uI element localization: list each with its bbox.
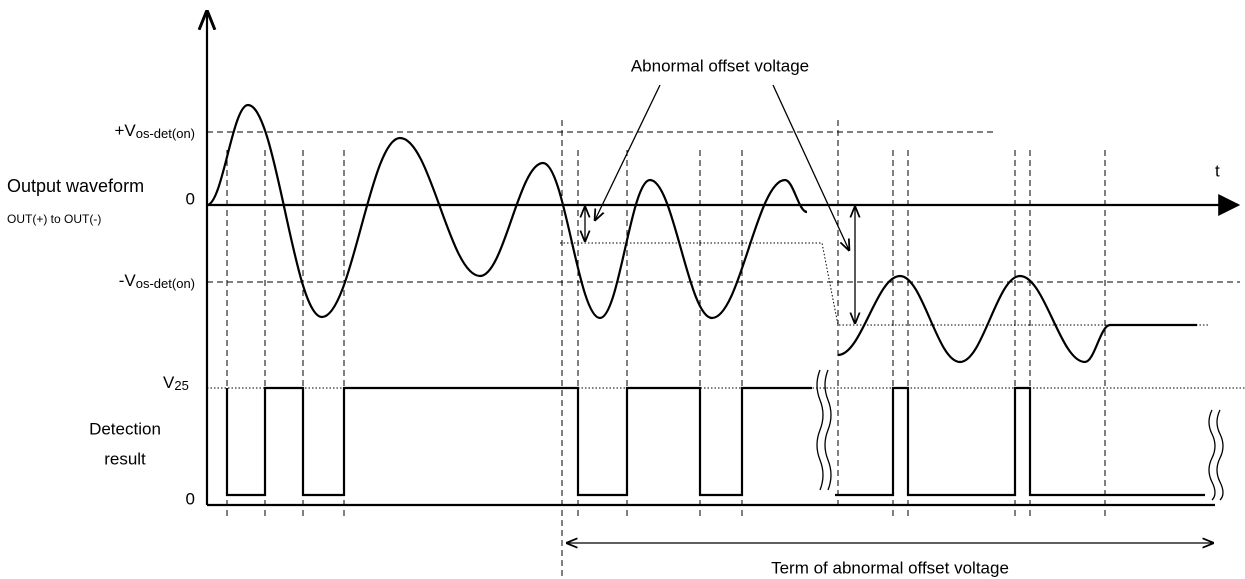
detection-title: result bbox=[104, 449, 146, 468]
v25-label: V25 bbox=[163, 373, 189, 393]
detection-title: Detection bbox=[89, 419, 161, 438]
guides bbox=[207, 120, 1245, 577]
pos-threshold-label: +Vos-det(on) bbox=[114, 121, 195, 141]
output-subtitle: OUT(+) to OUT(-) bbox=[7, 212, 101, 226]
detection-pulse bbox=[225, 386, 812, 497]
arrows bbox=[567, 84, 1213, 543]
output-title: Output waveform bbox=[7, 176, 144, 196]
output-waveform-offset bbox=[837, 274, 1197, 364]
abnormal-annotation: Abnormal offset voltage bbox=[631, 56, 809, 75]
neg-threshold-label: -Vos-det(on) bbox=[119, 271, 195, 291]
zero-output-label: 0 bbox=[186, 189, 195, 208]
output-waveform bbox=[206, 103, 808, 320]
detection-pulse-2 bbox=[835, 386, 1205, 497]
axes bbox=[207, 12, 1241, 507]
term-annotation: Term of abnormal offset voltage bbox=[771, 558, 1009, 577]
break-marks bbox=[816, 369, 1224, 501]
time-axis-label: t bbox=[1215, 161, 1220, 180]
zero-detect-label: 0 bbox=[186, 489, 195, 508]
